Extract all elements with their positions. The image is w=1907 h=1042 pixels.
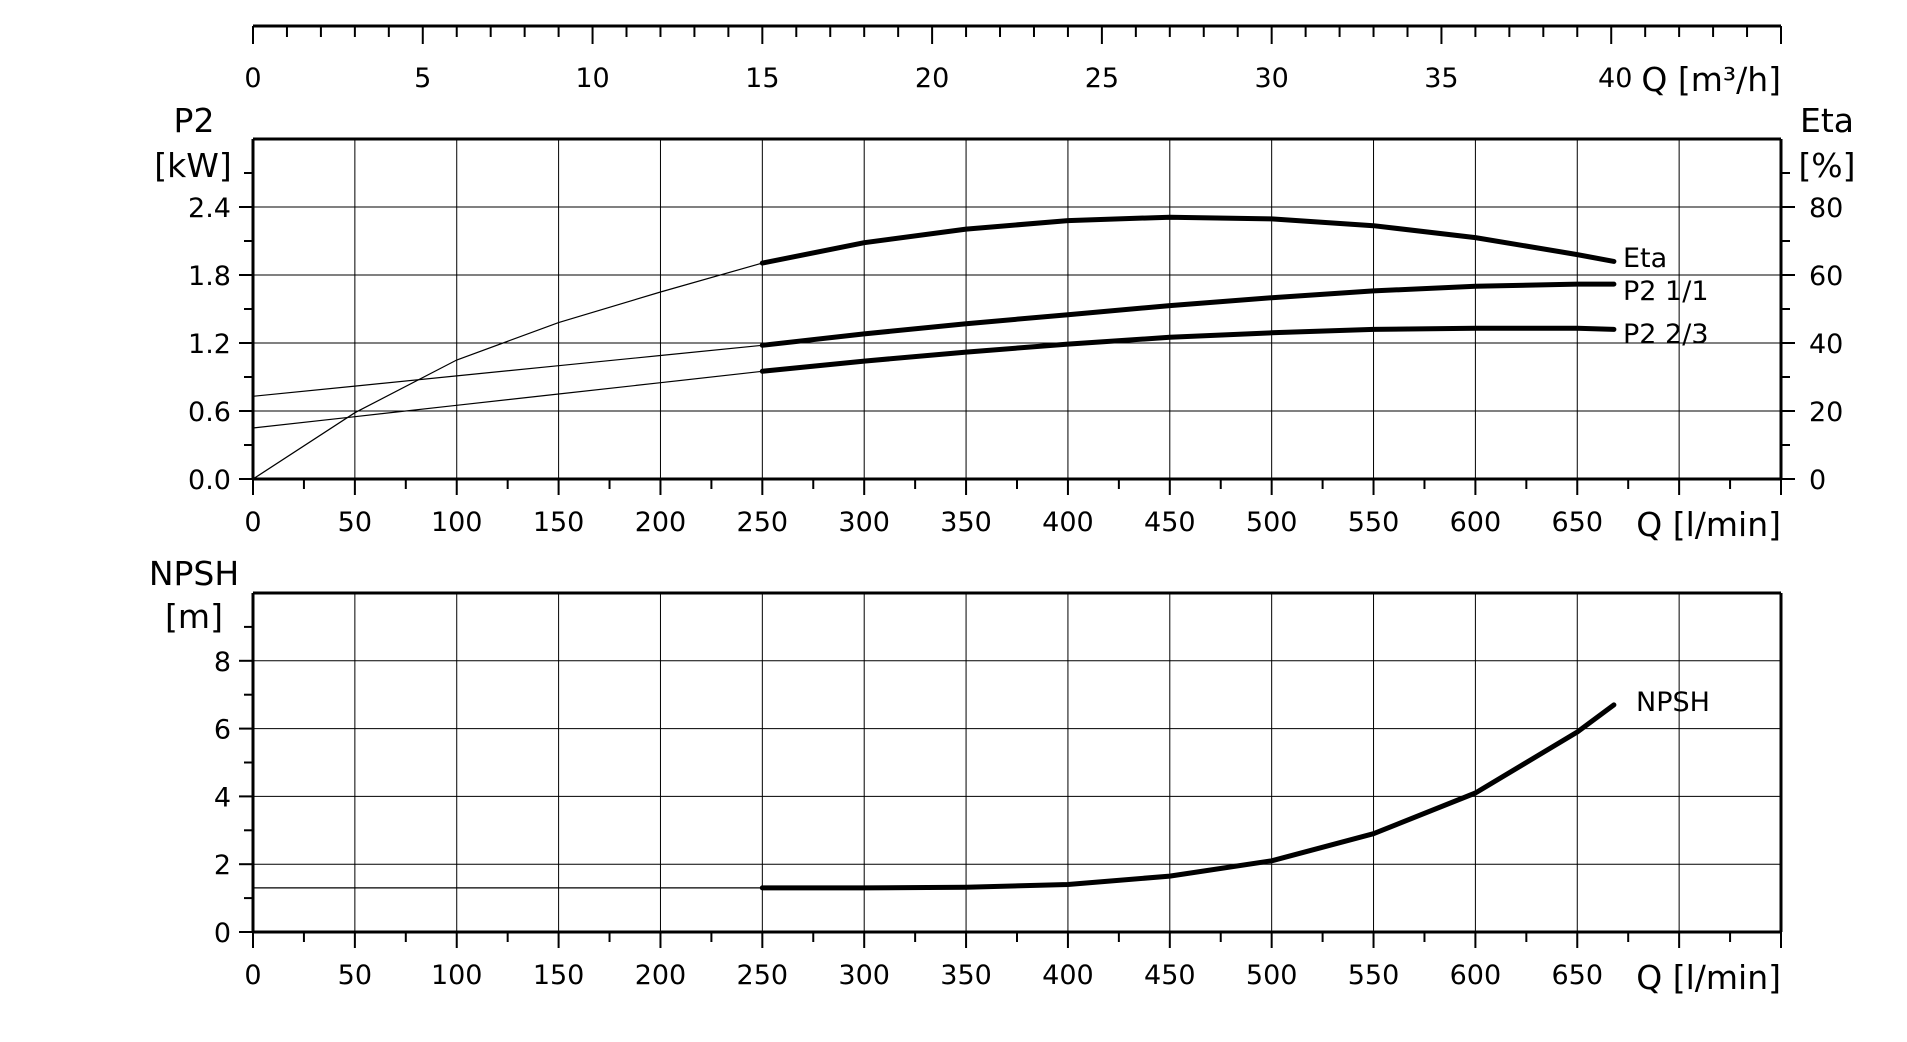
y-right-tick-label: 20: [1809, 397, 1843, 428]
x-tick-label: 450: [1144, 960, 1196, 991]
y-left-tick-label: 2: [214, 850, 231, 881]
x-tick-label: 350: [940, 507, 992, 538]
y-left-tick-label: 8: [214, 647, 231, 678]
x-tick-label: 0: [244, 960, 261, 991]
x-axis-title: Q [l/min]: [1636, 958, 1781, 997]
x-tick-label: 250: [737, 507, 789, 538]
x-tick-label: 600: [1450, 507, 1502, 538]
x-axis-title: Q [l/min]: [1636, 505, 1781, 544]
x-tick-label: 100: [431, 960, 483, 991]
y-left-tick-label: 0: [214, 918, 231, 949]
y-left-tick-label: 0.6: [188, 397, 231, 428]
x-top-tick-label: 35: [1424, 63, 1458, 94]
series-label: P2 2/3: [1623, 319, 1709, 350]
y-left-tick-label: 0.0: [188, 465, 231, 496]
y-left-tick-label: 1.2: [188, 329, 231, 360]
x-tick-label: 400: [1042, 507, 1094, 538]
x-top-axis-title: Q [m³/h]: [1641, 60, 1781, 99]
npsh-panel: 0 2 4 6 8 0 50 100 150 200 250 300 350 400 450 500 550 60…: [149, 554, 1783, 997]
x-top-tick-label: 20: [915, 63, 949, 94]
x-tick-label: 500: [1246, 507, 1298, 538]
y-left-tick-label: 2.4: [188, 193, 231, 224]
series-line-extrapolated: [252, 344, 763, 397]
x-tick-label: 350: [940, 960, 992, 991]
y-right-axis-unit: [%]: [1798, 146, 1855, 185]
y-left-axis-unit: [m]: [165, 597, 223, 636]
x-tick-label: 50: [338, 960, 372, 991]
x-tick-label: 100: [431, 507, 483, 538]
x-tick-label: 300: [838, 507, 890, 538]
x-tick-label: 250: [737, 960, 789, 991]
x-tick-label: 550: [1348, 507, 1400, 538]
x-top-tick-label: 40: [1598, 63, 1632, 94]
series-line: [759, 702, 1617, 891]
y-right-tick-label: 40: [1809, 329, 1843, 360]
x-top-tick-label: 30: [1254, 63, 1288, 94]
x-top-tick-label: 15: [745, 63, 779, 94]
series-line-extrapolated: [252, 262, 763, 480]
y-left-tick-label: 1.8: [188, 261, 231, 292]
x-tick-label: 50: [338, 507, 372, 538]
series-label: NPSH: [1636, 687, 1710, 718]
x-tick-label: 400: [1042, 960, 1094, 991]
series-line-extrapolated: [252, 370, 763, 429]
x-tick-label: 650: [1551, 960, 1603, 991]
series-line: [759, 281, 1617, 348]
series-label: P2 1/1: [1623, 276, 1709, 307]
y-right-tick-label: 0: [1809, 465, 1826, 496]
series-line: [759, 325, 1617, 374]
y-left-axis-unit: [kW]: [154, 146, 232, 185]
x-top-tick-label: 10: [575, 63, 609, 94]
series-label: Eta: [1623, 243, 1667, 274]
x-tick-label: 450: [1144, 507, 1196, 538]
x-tick-label: 650: [1551, 507, 1603, 538]
y-left-tick-label: 6: [214, 715, 231, 746]
x-tick-label: 200: [635, 960, 687, 991]
x-tick-label: 150: [533, 960, 585, 991]
y-left-axis-title: NPSH: [149, 554, 239, 593]
x-tick-label: 600: [1450, 960, 1502, 991]
x-top-tick-label: 25: [1085, 63, 1119, 94]
x-tick-label: 150: [533, 507, 585, 538]
y-left-tick-label: 4: [214, 782, 231, 813]
x-top-tick-label: 0: [244, 63, 261, 94]
x-tick-label: 300: [838, 960, 890, 991]
x-tick-label: 500: [1246, 960, 1298, 991]
x-tick-label: 550: [1348, 960, 1400, 991]
x-tick-label: 0: [244, 507, 261, 538]
y-right-tick-label: 60: [1809, 261, 1843, 292]
series-line: [759, 214, 1617, 266]
x-top-tick-label: 5: [414, 63, 431, 94]
x-tick-label: 200: [635, 507, 687, 538]
y-right-axis-title: Eta: [1800, 101, 1854, 140]
y-left-axis-title: P2: [174, 101, 215, 140]
y-right-tick-label: 80: [1809, 193, 1843, 224]
